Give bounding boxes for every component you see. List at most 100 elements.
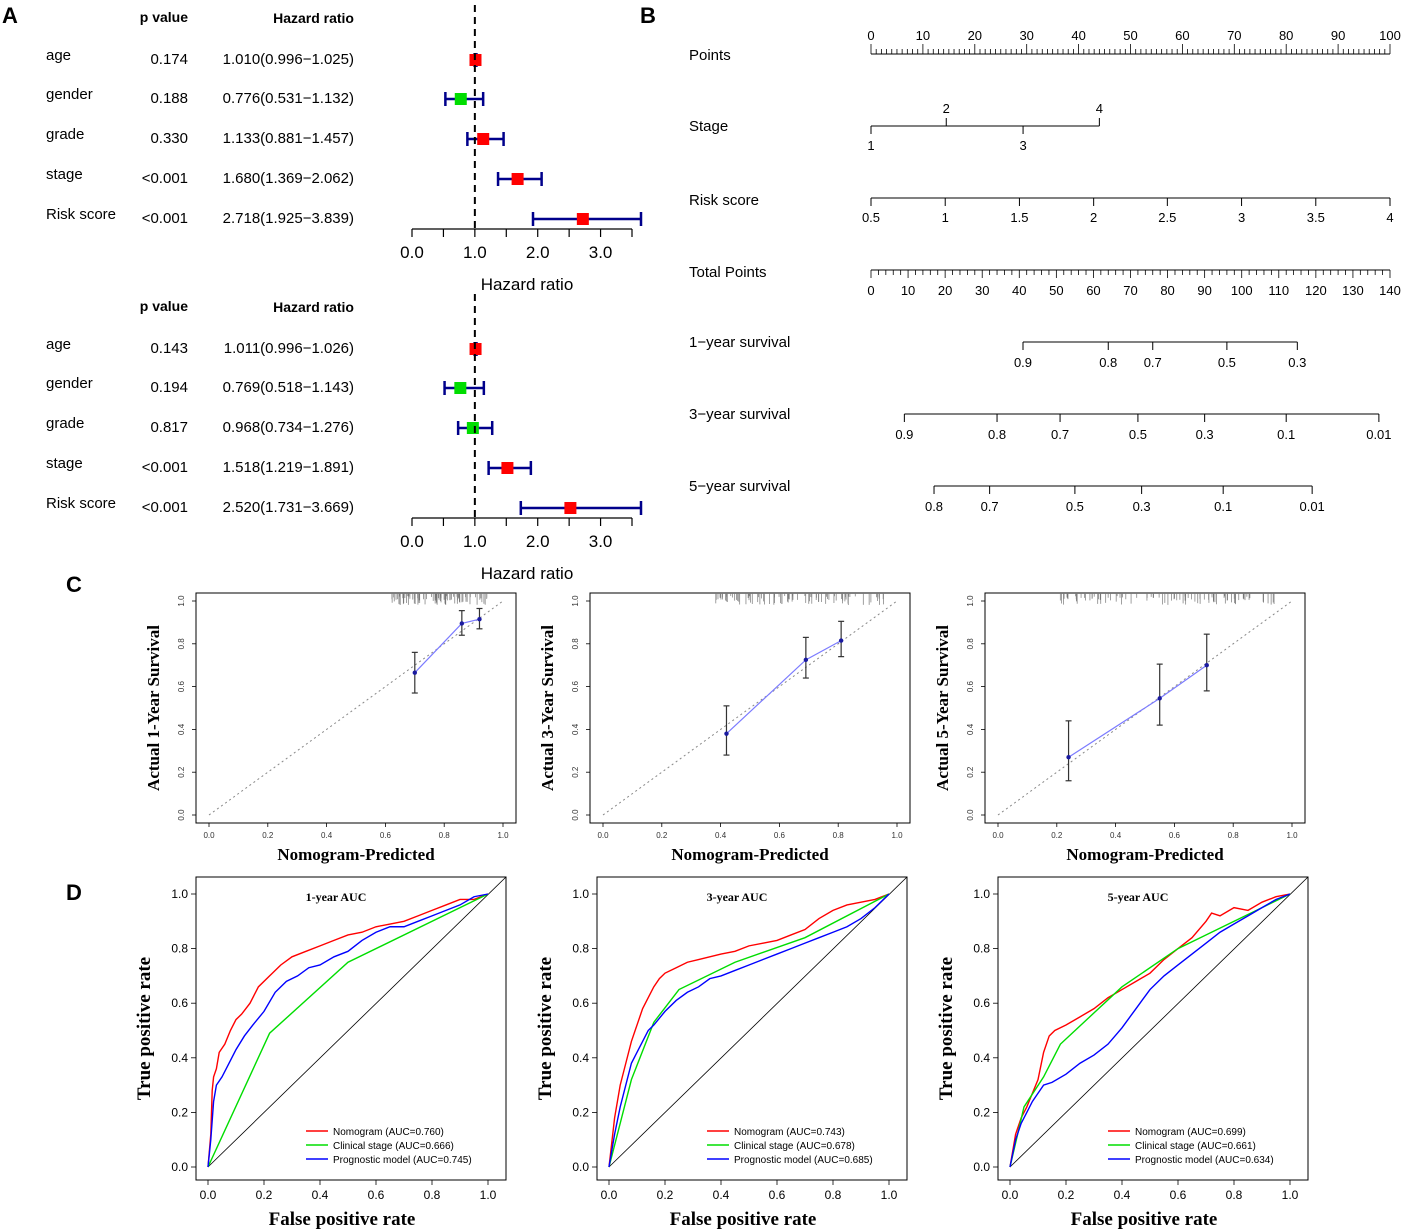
- forest-point: [511, 173, 524, 185]
- nomogram-scale-name: Total Points: [689, 264, 767, 281]
- calibration-y-tick-label: 0.8: [177, 638, 186, 650]
- forest-row-label: stage: [46, 455, 83, 472]
- nomogram-scale-name: Stage: [689, 118, 728, 135]
- calibration-y-tick-label: 0.0: [571, 809, 580, 821]
- calibration-x-tick-label: 0.8: [833, 831, 845, 840]
- roc-curve: [1009, 893, 1291, 1168]
- nomogram-survival-tick-label: 0.5: [1066, 499, 1084, 514]
- nomogram-survival-tick-label: 0.8: [925, 499, 943, 514]
- nomogram-survival-tick-label: 0.8: [1099, 355, 1117, 370]
- calibration-y-tick-label: 0.4: [966, 723, 975, 735]
- forest-header-hr: Hazard ratio: [273, 10, 354, 26]
- calibration-plots: 0.0 0.0 0.2 0.2 0.4 0.4 0.6 0.6 0.8 0.8 1.0 1.0 Nomo…: [144, 592, 1306, 864]
- calibration-point: [477, 616, 482, 622]
- roc-legend-label: Prognostic model (AUC=0.745): [333, 1155, 472, 1166]
- roc-x-tick-label: 0.6: [1170, 1188, 1187, 1202]
- roc-x-tick-label: 0.8: [1226, 1188, 1243, 1202]
- nomogram-risk-tick-label: 1: [942, 210, 949, 225]
- nomogram-total-tick-label: 50: [1049, 283, 1063, 298]
- calibration-y-tick-label: 0.6: [177, 680, 186, 692]
- calibration-frame: [984, 592, 1306, 824]
- nomogram-risk-tick-label: 2.5: [1158, 210, 1176, 225]
- nomogram-total-tick-label: 90: [1197, 283, 1211, 298]
- nomogram-risk-tick-label: 3: [1238, 210, 1245, 225]
- roc-y-axis-title: True positive rate: [535, 957, 556, 1100]
- calibration-y-tick-label: 0.2: [177, 766, 186, 778]
- roc-x-tick-label: 0.4: [312, 1188, 329, 1202]
- forest-point: [576, 213, 589, 225]
- roc-x-tick-label: 0.2: [657, 1188, 674, 1202]
- forest-row-p: <0.001: [142, 499, 188, 516]
- roc-y-axis-title: True positive rate: [936, 957, 957, 1100]
- forest-row-label: grade: [46, 126, 84, 143]
- forest-row-hr: 1.680(1.369−2.062): [223, 170, 354, 187]
- nomogram: Points Stage Risk score Total Points 1−year …: [689, 28, 1401, 514]
- forest-plot-multivariate: p value Hazard ratio age 0.143 1.011(0.996−1…: [46, 294, 643, 583]
- panel-label-d: D: [66, 880, 82, 905]
- nomogram-points-tick-label: 50: [1123, 28, 1137, 43]
- nomogram-survival-tick-label: 0.01: [1299, 499, 1324, 514]
- calibration-point: [724, 731, 729, 736]
- forest-row-hr: 0.776(0.531−1.132): [223, 90, 354, 107]
- nomogram-scale-name: 3−year survival: [689, 406, 790, 423]
- calibration-y-tick-label: 0.2: [966, 766, 975, 778]
- roc-legend-label: Clinical stage (AUC=0.678): [734, 1141, 855, 1152]
- roc-x-tick-label: 1.0: [1282, 1188, 1299, 1202]
- forest-point: [564, 502, 577, 514]
- nomogram-survival-tick-label: 0.3: [1133, 499, 1151, 514]
- nomogram-total-tick-label: 70: [1123, 283, 1137, 298]
- forest-row-label: gender: [46, 86, 93, 103]
- calibration-y-axis-title: Actual 5-Year Survival: [933, 625, 952, 791]
- roc-x-tick-label: 0.0: [601, 1188, 618, 1202]
- calibration-x-tick-label: 0.2: [1051, 831, 1063, 840]
- nomogram-survival-tick-label: 0.9: [1014, 355, 1032, 370]
- nomogram-risk-tick-label: 2: [1090, 210, 1097, 225]
- roc-x-tick-label: 1.0: [881, 1188, 898, 1202]
- calibration-x-tick-label: 0.0: [992, 831, 1004, 840]
- calibration-x-tick-label: 0.8: [1228, 831, 1240, 840]
- calibration-x-tick-label: 0.6: [1169, 831, 1181, 840]
- nomogram-scale-name: Risk score: [689, 192, 759, 209]
- nomogram-survival-tick-label: 0.1: [1277, 427, 1295, 442]
- nomogram-total-tick-label: 120: [1305, 283, 1327, 298]
- calibration-y-tick-label: 0.6: [571, 680, 580, 692]
- nomogram-stage-tick-label: 3: [1019, 138, 1026, 153]
- forest-row-label: Risk score: [46, 495, 116, 512]
- nomogram-survival-tick-label: 0.3: [1288, 355, 1306, 370]
- nomogram-total-tick-label: 10: [901, 283, 915, 298]
- forest-row-label: stage: [46, 166, 83, 183]
- forest-row-label: grade: [46, 415, 84, 432]
- calibration-x-tick-label: 1.0: [1286, 831, 1298, 840]
- forest-row-label: gender: [46, 375, 93, 392]
- nomogram-risk-tick-label: 1.5: [1010, 210, 1028, 225]
- calibration-x-tick-label: 0.4: [715, 831, 727, 840]
- nomogram-total-tick-label: 20: [938, 283, 952, 298]
- roc-legend-label: Nomogram (AUC=0.699): [1135, 1127, 1246, 1138]
- calibration-x-tick-label: 0.4: [321, 831, 333, 840]
- nomogram-points-tick-label: 20: [968, 28, 982, 43]
- roc-curve: [608, 893, 890, 1168]
- nomogram-survival-tick-label: 0.7: [1144, 355, 1162, 370]
- nomogram-survival-tick-label: 0.5: [1218, 355, 1236, 370]
- calibration-point: [412, 670, 417, 675]
- forest-row-p: <0.001: [142, 170, 188, 187]
- calibration-x-tick-label: 0.6: [774, 831, 786, 840]
- forest-header-p: p value: [140, 298, 188, 314]
- roc-y-tick-label: 0.8: [572, 942, 589, 956]
- calibration-x-tick-label: 1.0: [497, 831, 509, 840]
- nomogram-total-tick-label: 110: [1268, 283, 1289, 298]
- calibration-y-tick-label: 0.6: [966, 680, 975, 692]
- roc-diagonal: [608, 876, 908, 1168]
- forest-plot-univariate: p value Hazard ratio age 0.174 1.010(0.996−1…: [46, 5, 643, 294]
- roc-y-tick-label: 0.4: [572, 1051, 589, 1065]
- nomogram-survival-tick-label: 0.9: [895, 427, 913, 442]
- roc-x-axis-title: False positive rate: [269, 1209, 416, 1230]
- nomogram-total-tick-label: 40: [1012, 283, 1026, 298]
- forest-point: [477, 133, 490, 145]
- nomogram-total-tick-label: 130: [1342, 283, 1364, 298]
- roc-x-tick-label: 0.8: [825, 1188, 842, 1202]
- forest-row-hr: 0.769(0.518−1.143): [223, 379, 354, 396]
- calibration-x-tick-label: 0.8: [439, 831, 451, 840]
- calibration-y-tick-label: 0.0: [177, 809, 186, 821]
